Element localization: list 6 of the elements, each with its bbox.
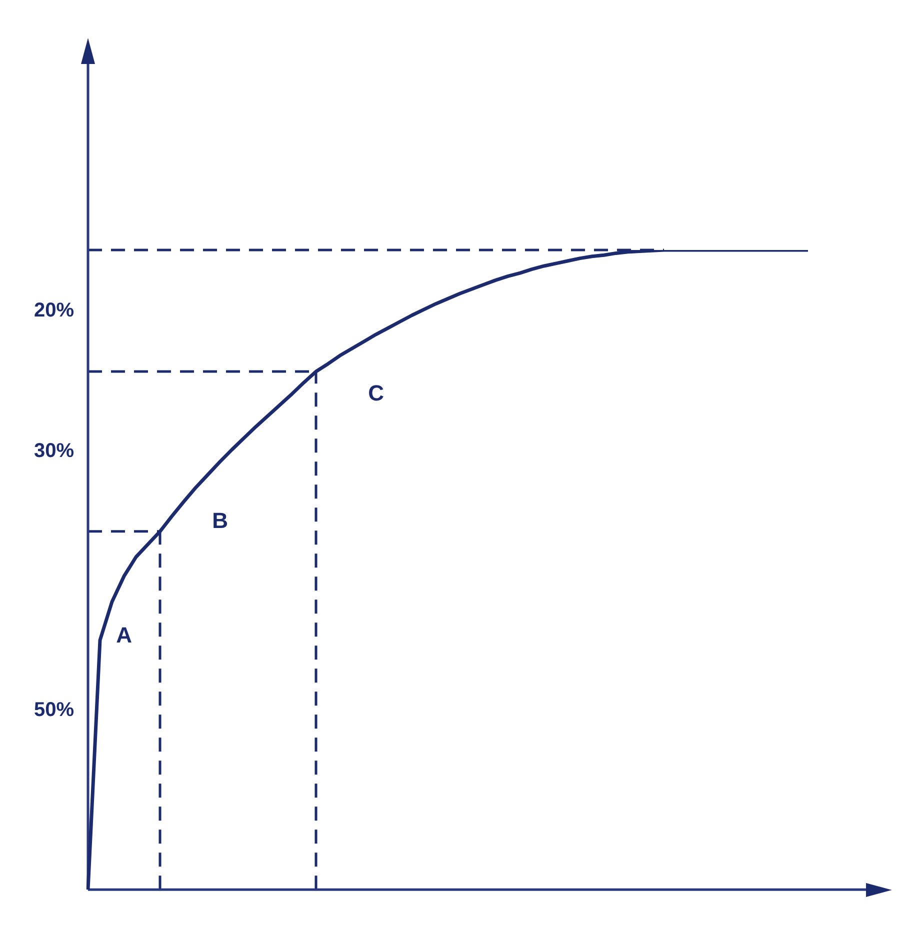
- text: 30%: [34, 440, 74, 462]
- annotation: B: [212, 508, 228, 533]
- text: 50%: [34, 699, 74, 722]
- text: 20%: [34, 299, 74, 322]
- annotation: A: [116, 622, 132, 648]
- annotation: C: [368, 380, 384, 406]
